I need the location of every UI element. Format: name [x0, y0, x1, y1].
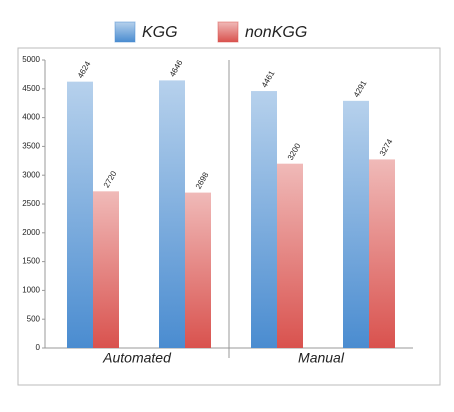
bar [67, 81, 93, 349]
y-tick-label: 1500 [22, 257, 40, 266]
group-label: Manual [298, 350, 345, 366]
y-tick-label: 0 [36, 343, 41, 352]
bar [159, 80, 185, 348]
data-label: 2720 [102, 169, 119, 189]
frame [17, 47, 441, 386]
bar [185, 192, 211, 348]
bar [93, 191, 119, 348]
y-tick-label: 5000 [22, 55, 40, 64]
data-label: 3200 [286, 141, 303, 161]
y-tick-label: 4500 [22, 84, 40, 93]
bar [369, 159, 395, 348]
bar [251, 91, 277, 349]
data-label: 4624 [76, 59, 93, 79]
legend-label: nonKGG [245, 24, 307, 41]
y-tick-label: 4000 [22, 113, 40, 122]
bar [277, 163, 303, 348]
y-tick-label: 1000 [22, 286, 40, 295]
y-tick-label: 3500 [22, 142, 40, 151]
y-tick-label: 2000 [22, 228, 40, 237]
data-label: 2698 [194, 170, 211, 190]
y-tick-label: 500 [27, 314, 41, 323]
y-tick-label: 2500 [22, 199, 40, 208]
data-label: 4291 [352, 79, 369, 99]
legend-swatch [217, 21, 239, 43]
y-tick-label: 3000 [22, 170, 40, 179]
legend-label: KGG [142, 24, 178, 41]
data-label: 3274 [378, 137, 395, 157]
data-label: 4461 [260, 69, 277, 89]
bar [343, 100, 369, 348]
group-label: Automated [102, 350, 172, 366]
data-label: 4646 [168, 58, 185, 78]
legend-swatch [114, 21, 136, 43]
